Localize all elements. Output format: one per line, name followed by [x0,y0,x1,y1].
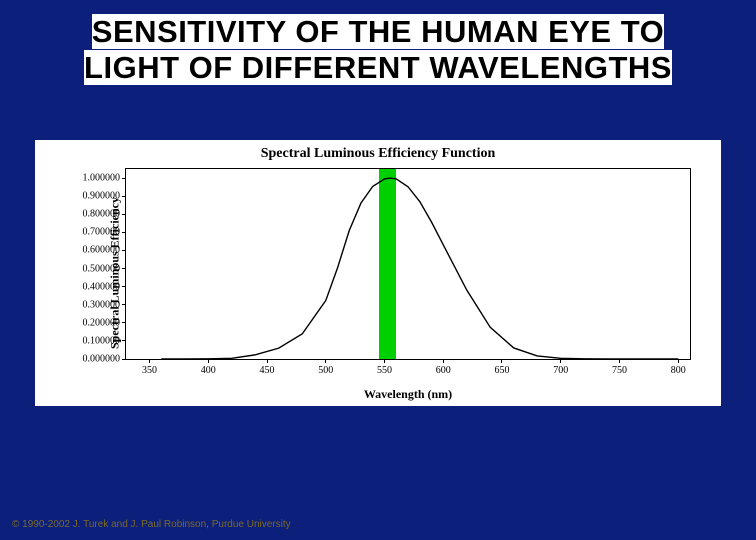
y-tick-label: 0.100000 [83,335,127,346]
y-tick-label: 0.500000 [83,263,127,274]
y-tick-label: 0.800000 [83,209,127,220]
copyright-credit: © 1990-2002 J. Turek and J. Paul Robinso… [12,519,291,530]
chart-title: Spectral Luminous Efficiency Function [35,146,721,162]
slide: SENSITIVITY OF THE HUMAN EYE TO LIGHT OF… [0,0,756,540]
slide-title: SENSITIVITY OF THE HUMAN EYE TO LIGHT OF… [40,14,716,85]
y-tick-label: 0.200000 [83,317,127,328]
y-tick-label: 0.400000 [83,281,127,292]
y-tick-label: 0.700000 [83,227,127,238]
chart-panel: Spectral Luminous Efficiency Function Sp… [35,140,721,406]
y-tick-label: 0.900000 [83,191,127,202]
efficiency-curve [126,169,690,359]
y-tick-label: 0.600000 [83,245,127,256]
plot-area: 0.0000000.1000000.2000000.3000000.400000… [125,168,691,360]
y-tick-label: 0.000000 [83,354,127,365]
y-tick-label: 0.300000 [83,299,127,310]
y-tick-label: 1.000000 [83,173,127,184]
x-axis-label: Wavelength (nm) [125,387,691,402]
